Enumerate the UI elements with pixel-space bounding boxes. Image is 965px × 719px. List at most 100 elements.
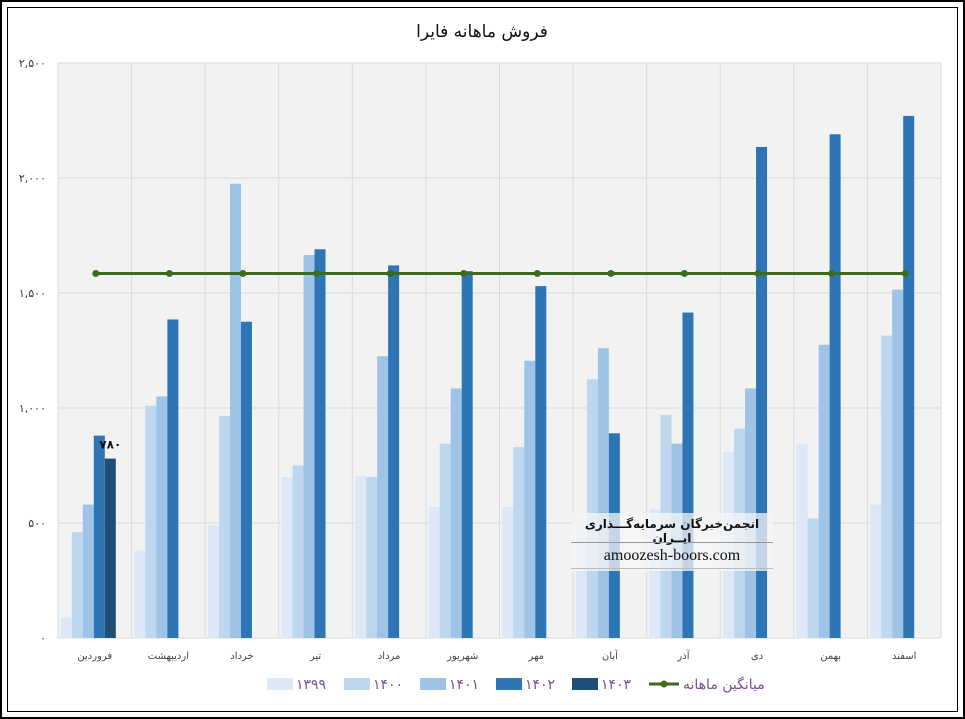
- legend-label: ۱۳۹۹: [296, 677, 326, 693]
- bar: [807, 518, 819, 638]
- x-tick-label: شهریور: [446, 651, 478, 662]
- x-tick-label: فروردین: [77, 651, 112, 662]
- legend-label: ۱۴۰۲: [525, 677, 555, 693]
- bar: [450, 388, 462, 638]
- data-labels: ۷۸۰: [99, 438, 121, 452]
- average-marker: [533, 269, 541, 277]
- bar: [303, 255, 315, 639]
- bar: [892, 289, 904, 638]
- bar: [439, 443, 451, 638]
- bar: [502, 506, 514, 638]
- bar: [818, 344, 830, 638]
- bar: [796, 443, 808, 638]
- bar: [82, 504, 94, 638]
- legend-marker: [660, 680, 668, 688]
- watermark: انجمن‌خبرگان سرمایه‌گـــذاری ایــران amo…: [571, 513, 773, 571]
- bar: [649, 509, 661, 638]
- bar: [377, 356, 389, 638]
- average-marker: [754, 269, 762, 277]
- bar: [535, 286, 547, 638]
- bar: [71, 532, 83, 638]
- y-tick-label: ۵۰۰: [28, 517, 46, 530]
- bar: [292, 465, 304, 638]
- x-tick-label: تیر: [309, 651, 322, 662]
- average-marker: [92, 269, 100, 277]
- legend-label: میانگین ماهانه: [683, 676, 765, 693]
- bar: [240, 321, 252, 638]
- bar: [93, 435, 105, 638]
- y-tick-label: ۰: [40, 632, 46, 645]
- bar: [167, 319, 179, 638]
- watermark-text-fa: انجمن‌خبرگان سرمایه‌گـــذاری ایــران: [584, 517, 760, 545]
- y-axis-ticks: ۰ ۵۰۰ ۱,۰۰۰ ۱,۵۰۰ ۲,۰۰۰ ۲,۵۰۰: [19, 57, 46, 645]
- bar: [586, 379, 598, 638]
- legend-label: ۱۴۰۳: [601, 677, 632, 693]
- bar: [829, 134, 841, 639]
- legend-swatch: [344, 678, 370, 690]
- average-marker: [386, 269, 394, 277]
- bar: [355, 475, 367, 638]
- data-label: ۷۸۰: [99, 438, 121, 452]
- bar: [207, 525, 219, 638]
- legend-swatch: [572, 678, 598, 690]
- bar: [903, 115, 915, 638]
- average-marker: [828, 269, 836, 277]
- bar: [575, 518, 587, 638]
- legend-swatch: [267, 678, 293, 690]
- average-marker: [239, 269, 247, 277]
- average-marker: [680, 269, 688, 277]
- bar: [388, 265, 400, 638]
- watermark-underline: [571, 568, 773, 569]
- legend: ۱۳۹۹ ۱۴۰۰ ۱۴۰۱ ۱۴۰۲ ۱۴۰۳ میانگین ماهانه: [267, 676, 765, 693]
- x-tick-label: دی: [751, 651, 763, 662]
- bar: [682, 312, 694, 638]
- bar: [229, 183, 241, 638]
- y-tick-label: ۲,۵۰۰: [19, 57, 46, 70]
- x-tick-label: مرداد: [378, 651, 401, 662]
- bar: [145, 405, 157, 638]
- bar: [314, 249, 326, 639]
- bar: [597, 348, 609, 638]
- bar: [756, 146, 768, 638]
- bar: [870, 504, 882, 638]
- legend-label: ۱۴۰۰: [373, 677, 403, 693]
- legend-label: ۱۴۰۱: [449, 677, 479, 693]
- bar: [881, 335, 893, 638]
- average-marker: [607, 269, 615, 277]
- watermark-url: amoozesh-boors.com: [603, 547, 741, 564]
- grid-lines: [57, 62, 942, 639]
- x-tick-label: اردیبهشت: [148, 651, 189, 662]
- bar: [156, 396, 168, 638]
- watermark-divider: [571, 542, 773, 543]
- x-tick-label: خرداد: [230, 651, 253, 662]
- average-marker: [460, 269, 468, 277]
- x-tick-label: آذر: [676, 649, 690, 662]
- average-line: [92, 269, 909, 277]
- bar: [218, 416, 230, 638]
- bar: [104, 458, 116, 638]
- bar: [281, 477, 293, 638]
- bar: [513, 447, 525, 638]
- x-tick-label: مهر: [528, 651, 544, 662]
- legend-swatch: [496, 678, 522, 690]
- bar: [366, 477, 378, 638]
- y-tick-label: ۱,۵۰۰: [19, 287, 46, 300]
- y-tick-label: ۱,۰۰۰: [19, 402, 46, 415]
- chart-title: فروش ماهانه فایرا: [416, 22, 548, 42]
- x-axis-ticks: فروردین اردیبهشت خرداد تیر مرداد شهریور مهر آبا…: [77, 649, 916, 662]
- x-tick-label: آبان: [602, 649, 619, 662]
- bar: [60, 617, 72, 638]
- bar: [134, 550, 146, 638]
- average-marker: [165, 269, 173, 277]
- bar: [461, 271, 473, 638]
- inner-frame: [7, 7, 958, 712]
- x-tick-label: اسفند: [892, 651, 916, 662]
- y-tick-label: ۲,۰۰۰: [19, 172, 46, 185]
- bar: [428, 506, 440, 638]
- bar: [524, 360, 536, 638]
- average-marker: [901, 269, 909, 277]
- average-marker: [313, 269, 321, 277]
- x-tick-label: بهمن: [820, 651, 841, 662]
